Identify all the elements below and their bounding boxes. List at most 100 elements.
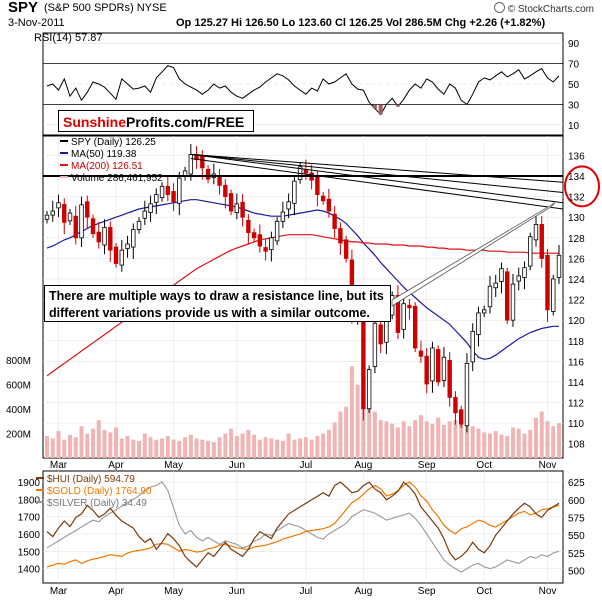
volume-bar <box>315 436 320 458</box>
candle-body <box>234 203 240 213</box>
resistance-line-sloped <box>190 153 564 183</box>
volume-bar <box>131 439 136 458</box>
x-tick-label: Nov <box>539 460 557 471</box>
candle-body <box>142 210 147 219</box>
commodity-left-tick: 1900 <box>18 478 41 489</box>
candle-body <box>217 176 222 186</box>
legend-ma50-label: MA(50) 119.38 <box>71 149 137 160</box>
volume-bar <box>125 436 130 458</box>
candle-body <box>528 236 533 267</box>
candle-body <box>50 210 55 216</box>
x-tick-label-bottom: May <box>164 586 183 597</box>
volume-bar <box>361 394 366 458</box>
volume-bar <box>257 439 262 458</box>
rsi-oversold-fill <box>378 104 383 115</box>
volume-bar <box>73 437 78 458</box>
rsi-tick-label: 50 <box>568 80 580 91</box>
price-tick-label: 114 <box>568 378 584 389</box>
volume-bar <box>441 425 446 458</box>
legend-swatch-hui <box>36 477 44 479</box>
x-tick-label-bottom: Sep <box>418 586 436 597</box>
chart-symbol: SPY <box>8 0 39 16</box>
volume-bar <box>384 421 389 458</box>
candle-body <box>378 324 383 345</box>
legend-gold: $GOLD (Daily) 1764.90 <box>36 486 152 497</box>
legend-hui: $HUI (Daily) 594.79 <box>36 474 135 485</box>
candle-body <box>148 203 153 213</box>
volume-bar <box>309 439 314 458</box>
candle-body <box>171 191 176 203</box>
x-tick-label: Mar <box>50 460 68 471</box>
volume-bar <box>303 437 308 458</box>
legend-swatch-ma50 <box>60 152 68 154</box>
volume-bar <box>45 436 49 458</box>
source-credit[interactable]: © StockCharts.com <box>493 2 594 15</box>
candle-body <box>545 254 550 311</box>
resistance-line-sloped <box>190 153 564 194</box>
x-tick-label-bottom: Apr <box>108 586 124 597</box>
volume-bar <box>119 438 124 458</box>
x-tick-label-bottom: Aug <box>355 586 373 597</box>
volume-bar <box>56 431 61 458</box>
stockcharts-logo-icon <box>493 2 505 13</box>
volume-bar <box>96 420 101 458</box>
chart-date: 3-Nov-2011 <box>8 17 65 29</box>
candle-body <box>487 285 493 308</box>
volume-bar <box>79 426 84 458</box>
legend-price: SPY (Daily) 126.25 <box>60 137 156 148</box>
gold-line <box>46 481 560 568</box>
volume-bar <box>292 439 297 458</box>
candle-body <box>223 184 228 198</box>
price-tick-label: 126 <box>568 254 585 265</box>
candle-body <box>372 322 378 367</box>
logo-part-2: Profits.com/FREE <box>126 114 245 130</box>
volume-bar <box>516 428 521 458</box>
candle-body <box>108 227 113 251</box>
candle-body <box>441 356 447 381</box>
volume-bar <box>321 433 326 458</box>
sunshine-profits-logo[interactable]: SunshineProfits.com/FREE <box>58 110 254 132</box>
candle-body <box>476 312 481 335</box>
price-tick-label: 118 <box>568 337 584 348</box>
candle-body <box>286 201 291 210</box>
commodity-right-tick: 575 <box>568 513 585 524</box>
volume-bar <box>269 438 274 458</box>
commodity-left-tick: 1400 <box>18 565 41 576</box>
price-tick-label: 130 <box>568 213 585 224</box>
candle-body <box>113 246 119 264</box>
volume-bar <box>326 429 331 458</box>
volume-bar <box>211 442 216 458</box>
volume-bar <box>453 420 458 458</box>
volume-bar <box>505 436 510 458</box>
candle-body <box>447 359 452 398</box>
candle-body <box>205 168 211 180</box>
candle-body <box>332 213 337 229</box>
silver-line <box>46 481 560 573</box>
volume-bar <box>551 426 556 458</box>
legend-volume: Volume 286,461,952 <box>60 173 163 184</box>
candle-body <box>56 202 61 209</box>
volume-bar <box>499 434 504 458</box>
candle-body <box>79 204 84 239</box>
volume-tick-label: 600M <box>6 381 31 392</box>
rsi-oversold-fill <box>372 104 377 109</box>
rsi-line <box>46 65 560 116</box>
candle-body <box>102 227 107 246</box>
commodity-right-tick: 500 <box>568 567 585 578</box>
candle-body <box>556 254 562 278</box>
volume-bar <box>298 438 303 458</box>
volume-bar <box>183 437 188 458</box>
volume-bar <box>240 433 245 458</box>
volume-bar <box>114 427 119 458</box>
candle-body <box>326 198 332 212</box>
legend-hui-label: $HUI (Daily) 594.79 <box>47 474 135 485</box>
price-tick-label: 136 <box>568 151 585 162</box>
volume-bar <box>62 439 67 458</box>
volume-bar <box>68 434 73 458</box>
volume-bar <box>108 432 113 458</box>
volume-bar <box>165 436 170 458</box>
candle-body <box>240 201 245 218</box>
price-tick-label: 112 <box>568 399 584 410</box>
candle-body <box>418 350 424 357</box>
commodity-left-tick: 1800 <box>18 495 41 506</box>
